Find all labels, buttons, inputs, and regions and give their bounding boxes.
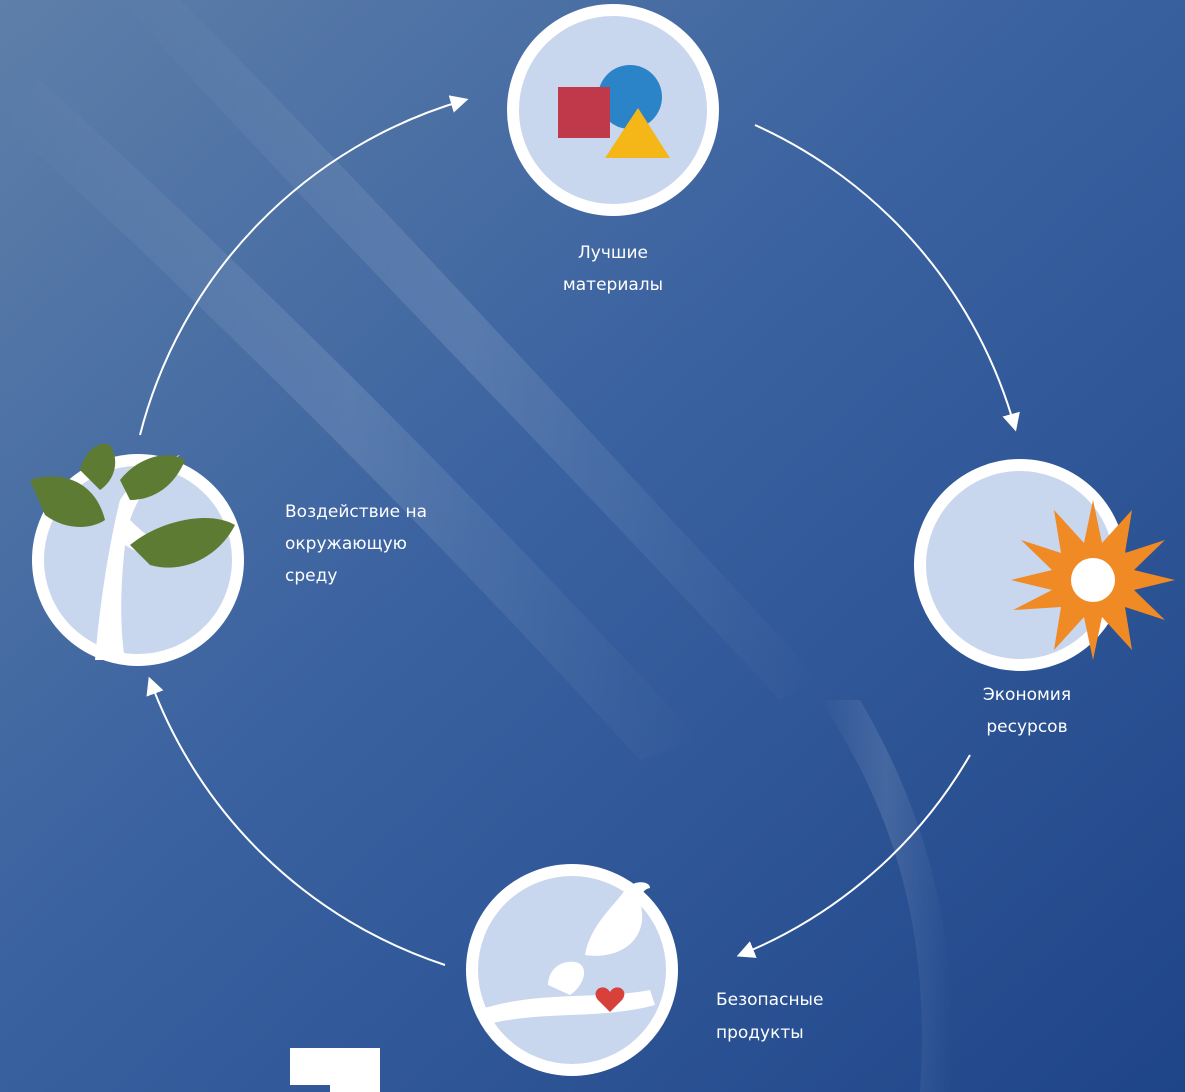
- node-label: среду: [285, 566, 337, 586]
- node-label: Безопасные: [716, 990, 823, 1010]
- node-products: [472, 870, 672, 1070]
- node-label: материалы: [563, 275, 663, 295]
- node-label: ресурсов: [986, 717, 1067, 737]
- cycle-diagram: Лучшие материалы Экономия ресурсов Безоп…: [0, 0, 1185, 1092]
- node-label: окружающую: [285, 534, 407, 554]
- node-materials: [513, 10, 713, 210]
- node-label: Лучшие: [578, 243, 648, 263]
- node-label: продукты: [716, 1023, 804, 1043]
- node-label: Воздействие на: [285, 502, 427, 522]
- page: {"nodes": [ {"lines": ["Лучшие", "матери…: [0, 0, 1185, 1092]
- node-label: Экономия: [983, 685, 1071, 705]
